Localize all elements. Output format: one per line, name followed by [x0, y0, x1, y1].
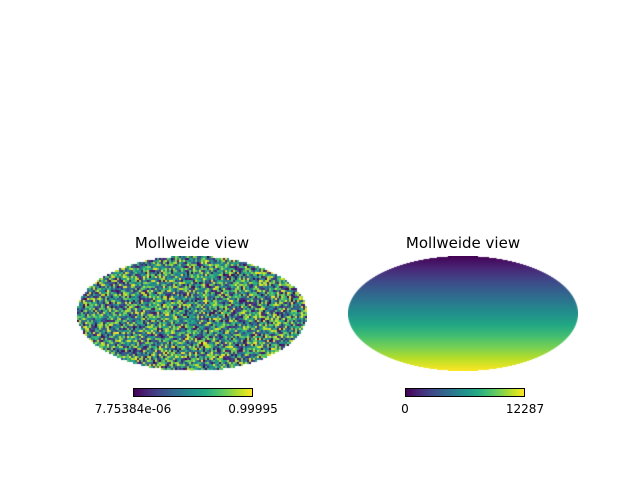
colorbar: [405, 388, 525, 397]
colorbar: [133, 388, 253, 397]
mollweide-map-gradient: [348, 256, 578, 371]
mollweide-map-random: [77, 256, 307, 371]
colorbar-max-label: 0.99995: [228, 402, 278, 416]
colorbar-min-label: 7.75384e-06: [94, 402, 172, 416]
colorbar-min-label: 0: [401, 402, 409, 416]
plot-title: Mollweide view: [134, 234, 250, 252]
plot-title: Mollweide view: [405, 234, 521, 252]
colorbar-max-label: 12287: [505, 402, 545, 416]
